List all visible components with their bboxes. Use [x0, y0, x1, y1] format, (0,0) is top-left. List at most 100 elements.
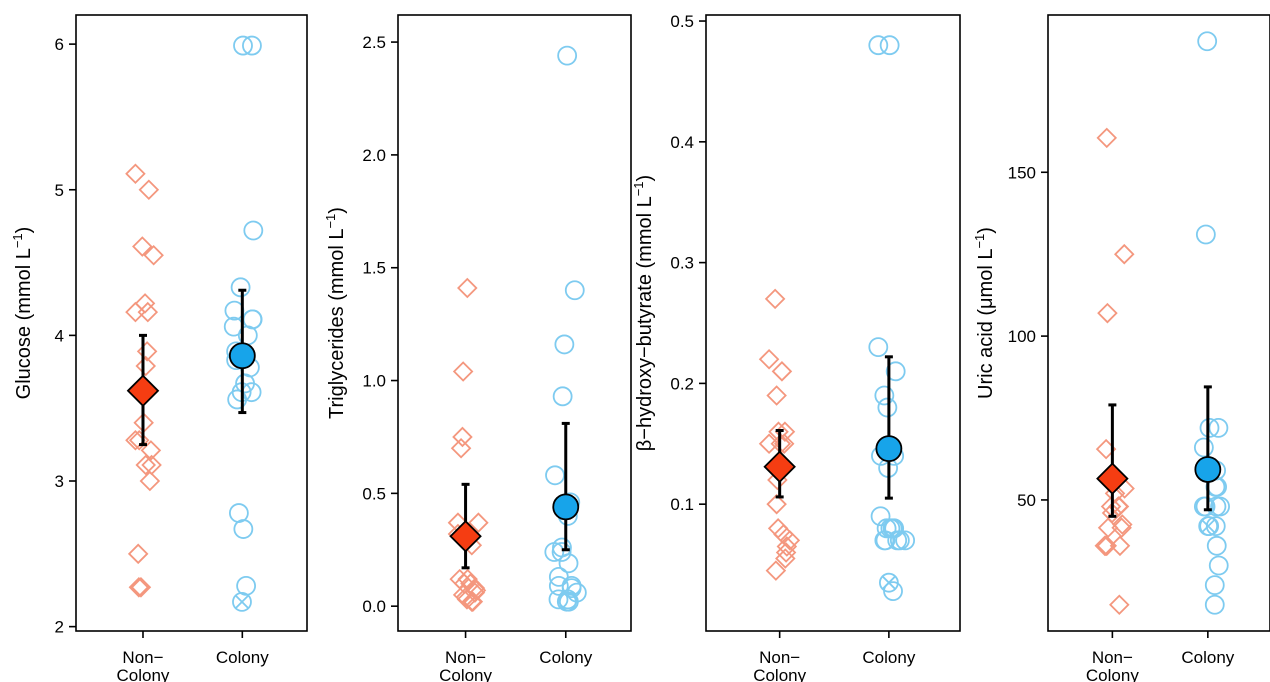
data-point-noncolony [125, 429, 146, 451]
y-tick-label: 2.5 [362, 33, 386, 52]
data-point-colony [1204, 594, 1225, 615]
y-tick-label: 100 [1008, 327, 1036, 346]
y-axis-label: β−hydroxy−butyrate (mmol L−1) [631, 175, 656, 451]
data-point-colony [227, 389, 248, 410]
data-point-colony [233, 519, 254, 539]
data-point-noncolony [136, 341, 158, 362]
data-point-colony [564, 280, 585, 301]
data-point-noncolony [134, 293, 156, 314]
data-point-colony [544, 542, 565, 562]
data-point-noncolony [758, 348, 780, 370]
cross-mark [1201, 519, 1215, 533]
data-point-noncolony [128, 577, 150, 598]
data-point-colony [870, 506, 891, 527]
mean-marker-colony [1194, 456, 1222, 483]
data-point-colony [1206, 535, 1227, 556]
data-point-colony [558, 591, 579, 612]
data-point-colony [1206, 496, 1227, 517]
data-point-noncolony [139, 470, 161, 492]
y-tick-label: 150 [1008, 163, 1036, 182]
mean-marker-noncolony [1096, 462, 1129, 495]
data-point-colony [1205, 516, 1226, 537]
data-point-noncolony [1112, 514, 1133, 535]
data-point-colony [1204, 575, 1225, 596]
data-point-colony [1198, 516, 1219, 537]
data-point-noncolony [775, 548, 796, 569]
data-point-noncolony [1113, 243, 1135, 265]
data-point-noncolony [127, 543, 149, 565]
data-point-colony [548, 589, 569, 610]
data-point-noncolony [128, 429, 150, 451]
y-tick-label: 4 [55, 326, 64, 345]
data-point-colony [561, 578, 582, 599]
data-point-colony [1208, 417, 1229, 438]
y-tick-label: 5 [55, 181, 64, 200]
data-point-noncolony [462, 591, 484, 612]
data-point-noncolony [766, 493, 787, 515]
data-point-colony [242, 35, 262, 56]
data-point-colony [1208, 555, 1229, 576]
y-tick-label: 6 [55, 35, 64, 54]
mean-marker-colony [228, 342, 256, 370]
data-point-noncolony [776, 536, 798, 557]
data-point-noncolony [456, 589, 478, 610]
y-tick-label: 0.2 [670, 374, 694, 393]
data-point-noncolony [468, 512, 489, 533]
y-tick-label: 1.5 [362, 259, 386, 278]
y-tick-label: 2.0 [362, 146, 386, 165]
data-point-colony [558, 553, 579, 574]
y-tick-label: 50 [1017, 491, 1036, 510]
data-point-noncolony [138, 179, 160, 201]
data-point-noncolony [1096, 535, 1118, 557]
data-point-colony [877, 397, 898, 418]
data-point-noncolony [137, 301, 159, 323]
chart-panel-4: 50 100 150 Uric acid (μmol L−1) Non− Colony Co… [972, 14, 1270, 682]
data-point-colony [1193, 496, 1214, 517]
data-point-colony [232, 591, 252, 612]
y-tick-label: 2 [55, 618, 64, 637]
data-point-colony [1197, 31, 1218, 52]
x-tick-label: Non− Colony [1086, 648, 1139, 682]
plot-frame [1047, 14, 1270, 632]
data-point-noncolony [457, 277, 478, 299]
chart-panel-1: 2 3 4 5 6 Glucose (mmol L−1) Non− Colony Colony [10, 14, 308, 682]
data-point-noncolony [135, 355, 157, 377]
y-tick-label: 3 [55, 472, 64, 491]
data-point-colony [236, 575, 257, 596]
mean-marker-noncolony [449, 519, 482, 553]
y-tick-label: 0.5 [362, 484, 386, 503]
data-point-noncolony [125, 301, 146, 323]
data-point-noncolony [764, 288, 786, 310]
plot-frame [75, 14, 308, 632]
plot-frame [705, 14, 961, 632]
data-point-colony [883, 581, 903, 602]
data-point-noncolony [1096, 127, 1118, 149]
data-point-colony [874, 385, 895, 406]
data-point-colony [889, 530, 910, 551]
data-point-noncolony [125, 163, 146, 185]
data-point-noncolony [143, 245, 164, 266]
data-point-noncolony [771, 361, 793, 382]
mean-marker-colony [552, 493, 580, 521]
x-tick-label: Colony [862, 648, 915, 667]
x-tick-label: Colony [539, 648, 592, 667]
x-tick-label: Colony [1181, 648, 1234, 667]
y-tick-label: 0.3 [670, 254, 694, 273]
data-point-noncolony [1109, 594, 1130, 616]
y-axis-label: Uric acid (μmol L−1) [972, 227, 997, 399]
y-tick-label: 0.5 [670, 12, 694, 31]
data-point-colony [552, 386, 573, 407]
data-point-noncolony [765, 560, 787, 581]
data-point-colony [233, 35, 253, 56]
data-point-colony [557, 45, 578, 66]
mean-marker-noncolony [763, 450, 796, 484]
data-point-colony [875, 530, 896, 551]
y-tick-label: 0.1 [670, 495, 694, 514]
x-tick-label: Non− Colony [439, 648, 492, 682]
data-point-colony [551, 542, 572, 562]
data-point-noncolony [450, 437, 472, 459]
data-point-noncolony [452, 361, 474, 382]
data-point-noncolony [1097, 302, 1118, 324]
data-point-noncolony [1097, 517, 1119, 539]
y-tick-label: 0.4 [670, 133, 694, 152]
